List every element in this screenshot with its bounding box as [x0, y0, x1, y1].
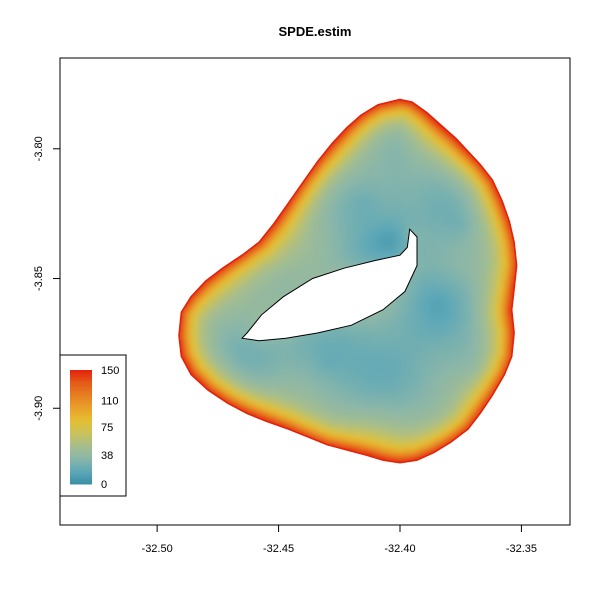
legend-swatch — [70, 476, 92, 479]
legend-swatch — [70, 427, 92, 430]
legend-swatch — [70, 417, 92, 420]
legend-swatch — [70, 394, 92, 398]
color-legend: 0 38 75 110 150 — [59, 354, 127, 497]
legend-swatch — [70, 453, 92, 456]
legend-swatch — [70, 449, 92, 453]
legend-swatch — [70, 392, 92, 396]
x-tick-label: -32.45 — [263, 543, 294, 555]
x-axis: -32.50 -32.45 -32.40 -32.35 — [142, 524, 537, 555]
legend-swatch — [70, 389, 92, 392]
legend-swatch — [70, 406, 92, 409]
y-tick-label: -3.80 — [33, 136, 45, 161]
legend-swatch — [70, 482, 92, 485]
x-tick-label: -32.35 — [506, 543, 537, 555]
legend-swatch — [70, 447, 92, 451]
legend-swatch — [70, 451, 92, 455]
legend-swatch — [70, 396, 92, 399]
legend-label: 150 — [101, 365, 119, 377]
legend-swatch — [70, 411, 92, 415]
legend-swatch — [70, 474, 92, 477]
legend-swatch — [70, 459, 92, 462]
legend-swatch — [70, 415, 92, 418]
legend-swatch — [70, 478, 92, 481]
legend-swatch — [70, 398, 92, 401]
legend-swatch — [70, 400, 92, 403]
legend-swatch — [70, 377, 92, 380]
legend-swatch — [70, 370, 92, 373]
legend-swatch — [70, 390, 92, 394]
legend-swatch — [70, 387, 92, 390]
legend-swatch — [70, 472, 92, 475]
legend-label: 38 — [101, 450, 113, 462]
legend-swatch — [70, 466, 92, 470]
interior-hole — [241, 228, 418, 342]
legend-swatch — [70, 408, 92, 411]
legend-label: 110 — [101, 395, 119, 407]
y-axis: -3.80 -3.85 -3.90 — [33, 136, 61, 421]
legend-label: 75 — [101, 422, 113, 434]
legend-swatch — [70, 371, 92, 375]
island-edge — [178, 98, 518, 464]
legend-swatch — [70, 421, 92, 424]
legend-swatch — [70, 428, 92, 432]
y-tick-label: -3.85 — [33, 266, 45, 291]
x-tick-label: -32.50 — [142, 543, 173, 555]
legend-swatch — [70, 463, 92, 466]
legend-swatch — [70, 413, 92, 417]
legend-swatch — [70, 402, 92, 405]
legend-swatch — [70, 434, 92, 437]
y-tick-label: -3.90 — [33, 396, 45, 421]
legend-swatch — [70, 419, 92, 422]
legend-label: 0 — [101, 479, 107, 491]
legend-swatch — [70, 480, 92, 483]
legend-swatch — [70, 465, 92, 468]
legend-swatch — [70, 432, 92, 436]
legend-swatch — [70, 442, 92, 445]
legend-swatch — [70, 436, 92, 439]
legend-swatch — [70, 461, 92, 464]
legend-swatch — [70, 383, 92, 386]
legend-swatch — [70, 375, 92, 379]
chart-title: SPDE.estim — [279, 24, 352, 39]
legend-swatch — [70, 470, 92, 474]
legend-swatch — [70, 373, 92, 377]
legend-swatch — [70, 430, 92, 434]
legend-swatch — [70, 440, 92, 443]
legend-swatch — [70, 455, 92, 458]
legend-swatch — [70, 423, 92, 426]
legend-swatch — [70, 446, 92, 449]
legend-swatch — [70, 381, 92, 384]
legend-swatch — [70, 444, 92, 447]
legend-swatch — [70, 468, 92, 472]
estimate-raster — [178, 98, 518, 464]
legend-swatch — [70, 379, 92, 382]
legend-swatch — [70, 457, 92, 460]
legend-swatch — [70, 409, 92, 413]
legend-swatch — [70, 385, 92, 388]
legend-swatch — [70, 404, 92, 407]
x-tick-label: -32.40 — [384, 543, 415, 555]
legend-swatch — [70, 438, 92, 441]
legend-swatch — [70, 425, 92, 428]
